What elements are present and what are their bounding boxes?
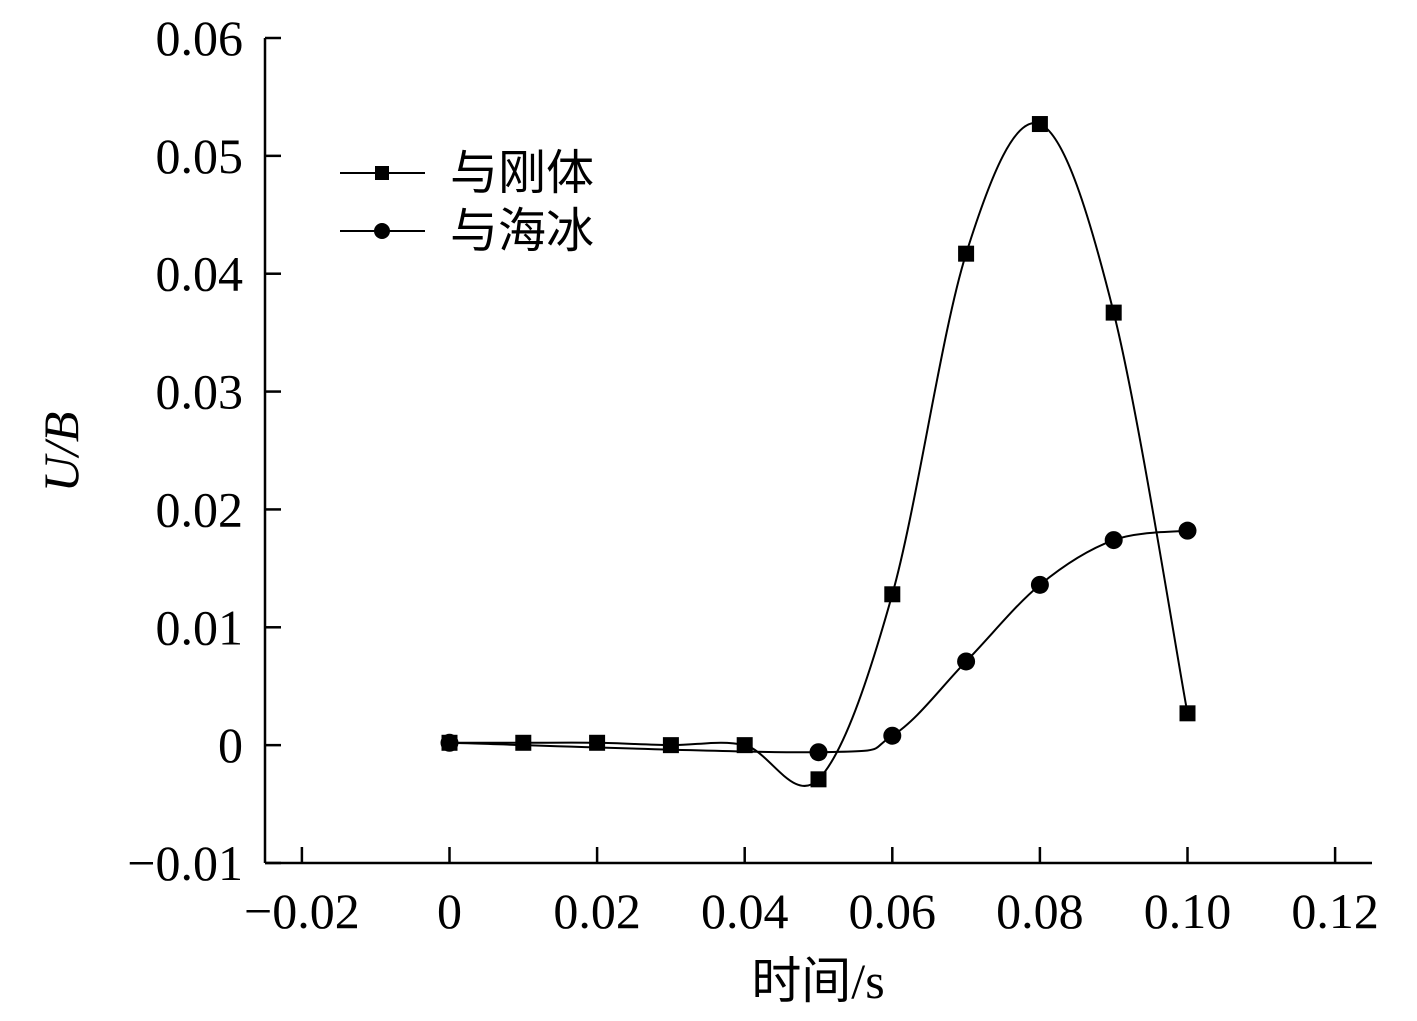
data-point-square bbox=[736, 737, 753, 754]
y-tick-label: 0.06 bbox=[156, 10, 244, 66]
data-point-circle bbox=[883, 726, 902, 745]
series-line bbox=[449, 529, 1188, 754]
data-point-square bbox=[1105, 304, 1122, 321]
y-tick-label: −0.01 bbox=[127, 835, 243, 891]
legend-marker-circle bbox=[374, 223, 390, 239]
x-ticks: −0.02 0 0.02 0.04 0.06 0.08 0.10 0.12 bbox=[244, 847, 1379, 939]
data-point-circle bbox=[1178, 521, 1197, 540]
legend: 与刚体 与海冰 bbox=[340, 147, 594, 258]
data-point-circle bbox=[809, 743, 828, 762]
legend-item-rigid: 与刚体 bbox=[340, 147, 594, 200]
data-point-square bbox=[810, 771, 827, 788]
legend-label-ice: 与海冰 bbox=[450, 205, 594, 258]
y-tick-label: 0.02 bbox=[156, 481, 244, 537]
data-point-square bbox=[1031, 116, 1048, 133]
data-point-circle bbox=[440, 733, 459, 752]
data-point-circle bbox=[1030, 575, 1049, 594]
y-tick-label: 0.03 bbox=[156, 364, 244, 420]
y-tick-label: 0.04 bbox=[156, 246, 244, 302]
x-tick-label: 0.04 bbox=[701, 883, 789, 939]
x-axis-title: 时间/s bbox=[751, 953, 884, 1009]
y-axis-title: U/B bbox=[33, 412, 89, 493]
x-tick-label: 0.12 bbox=[1291, 883, 1379, 939]
y-tick-label: 0.01 bbox=[156, 599, 244, 655]
data-point-square bbox=[884, 586, 901, 603]
axes bbox=[263, 38, 1372, 865]
y-tick-label: 0.05 bbox=[156, 128, 244, 184]
series-1 bbox=[441, 116, 1196, 788]
data-point-square bbox=[515, 734, 532, 751]
data-point-square bbox=[1179, 705, 1196, 722]
legend-marker-square bbox=[375, 166, 389, 180]
x-tick-label: 0.08 bbox=[996, 883, 1084, 939]
data-point-circle bbox=[957, 652, 976, 671]
x-tick-label: 0.10 bbox=[1144, 883, 1232, 939]
series-2 bbox=[440, 521, 1197, 762]
series-layer bbox=[440, 116, 1197, 788]
y-tick-label: 0 bbox=[218, 717, 243, 773]
x-tick-label: 0 bbox=[437, 883, 462, 939]
data-point-square bbox=[958, 245, 975, 262]
y-ticks: −0.01 0 0.01 0.02 0.03 0.04 0.05 0.06 bbox=[127, 10, 281, 891]
x-tick-label: 0.06 bbox=[849, 883, 937, 939]
legend-label-rigid: 与刚体 bbox=[450, 147, 594, 200]
data-point-circle bbox=[1104, 531, 1123, 550]
legend-item-ice: 与海冰 bbox=[340, 205, 594, 258]
x-tick-label: 0.02 bbox=[553, 883, 641, 939]
x-tick-label: −0.02 bbox=[244, 883, 360, 939]
